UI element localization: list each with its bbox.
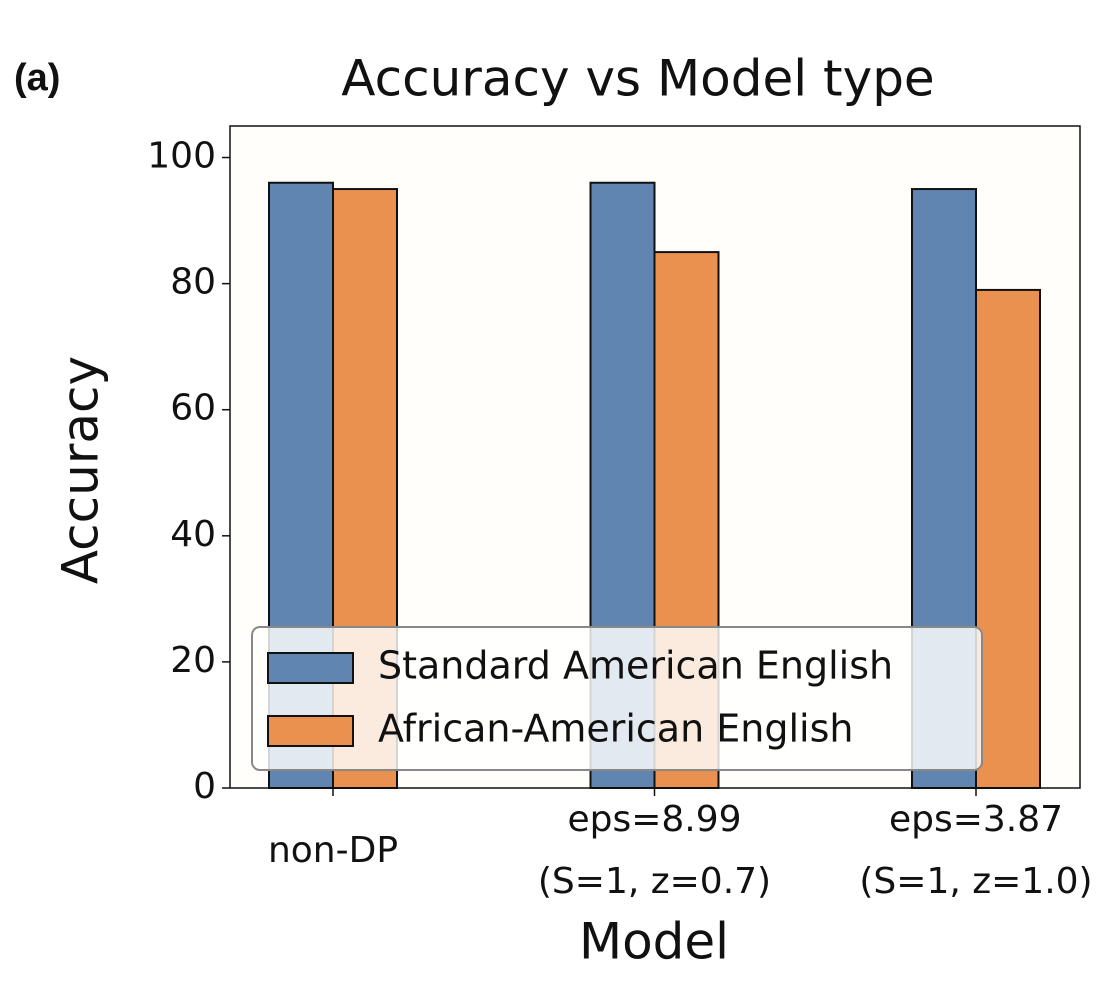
panel-label: (a): [14, 57, 60, 99]
legend-swatch: [267, 652, 354, 684]
y-tick-label: 0: [193, 766, 216, 807]
legend-box: [251, 626, 983, 771]
legend: Standard American English African-America…: [251, 626, 983, 771]
legend-label: African-American English: [378, 707, 853, 751]
y-tick-label: 100: [147, 136, 216, 177]
y-tick-label: 20: [170, 640, 216, 681]
x-tick-label: non-DP: [267, 830, 399, 871]
bar: [975, 288, 1041, 789]
plot-frame: [229, 125, 1081, 789]
x-tick-label: eps=3.87 (S=1, z=1.0): [859, 799, 1093, 902]
x-tick-label: eps=8.99 (S=1, z=0.7): [537, 799, 772, 902]
legend-swatch: [267, 715, 354, 747]
y-axis-label: Accuracy: [52, 356, 110, 584]
y-tick-label: 80: [170, 262, 216, 303]
chart-title: Accuracy vs Model type: [341, 50, 934, 108]
y-tick-label: 60: [170, 388, 216, 429]
y-tick-label: 40: [170, 514, 216, 555]
legend-label: Standard American English: [378, 644, 893, 688]
x-axis-label: Model: [579, 913, 729, 971]
